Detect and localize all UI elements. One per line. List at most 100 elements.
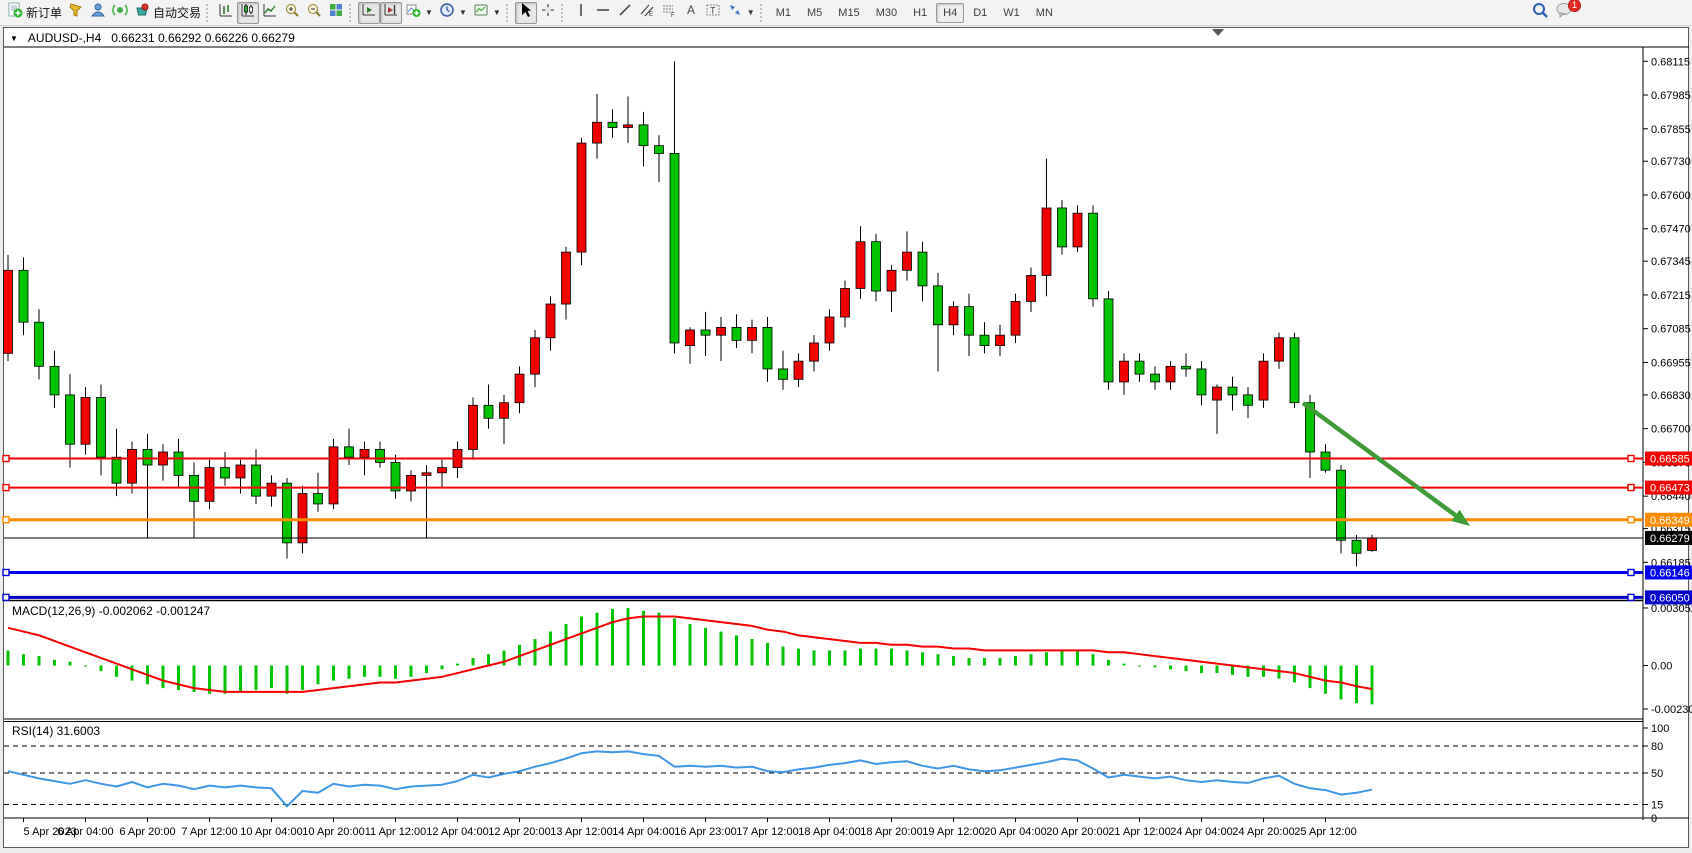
auto-scroll-button[interactable] xyxy=(358,1,381,24)
macd-histogram-bar xyxy=(1138,665,1141,667)
search-icon xyxy=(1531,1,1549,24)
macd-histogram-bar xyxy=(657,612,661,666)
cursor-button[interactable] xyxy=(514,1,537,24)
timeframe-button-m30[interactable]: M30 xyxy=(875,6,898,19)
bar-chart-button[interactable] xyxy=(215,2,237,24)
trend-arrow[interactable] xyxy=(1301,401,1457,518)
navigator-button[interactable] xyxy=(87,2,109,24)
text-button[interactable]: A xyxy=(680,2,702,24)
timeframe-button-h1[interactable]: H1 xyxy=(913,6,928,19)
timeframe-button-m5[interactable]: M5 xyxy=(807,6,823,19)
timeframe-button-w1[interactable]: W1 xyxy=(1003,6,1020,19)
zoom-in-button[interactable] xyxy=(281,2,303,24)
time-tick-label: 25 Apr 12:00 xyxy=(1294,826,1356,838)
price-line-handle[interactable] xyxy=(2,516,10,524)
candle-body xyxy=(948,306,959,326)
toolbar: 新订单 自动交易 xyxy=(0,0,1692,26)
macd-histogram-bar xyxy=(859,648,862,666)
price-line-handle[interactable] xyxy=(2,454,10,463)
periods-button[interactable]: ▼ xyxy=(436,2,470,24)
candle-body xyxy=(638,124,649,147)
candle-body xyxy=(437,467,447,474)
timeframe-button-mn[interactable]: MN xyxy=(1035,6,1053,19)
line-chart-button[interactable] xyxy=(259,2,281,24)
candle-body xyxy=(623,124,633,128)
price-line-handle[interactable] xyxy=(1627,516,1635,524)
price-line-handle[interactable] xyxy=(2,568,10,577)
candle-body xyxy=(1072,212,1083,248)
chart-shift-marker[interactable] xyxy=(1212,29,1224,36)
macd-histogram-bar xyxy=(99,665,103,672)
price-line-handle[interactable] xyxy=(2,483,10,492)
rsi-tick-label: 15 xyxy=(1651,800,1663,812)
price-tick-label: 0.66700 xyxy=(1651,424,1691,436)
templates-button[interactable]: ▼ xyxy=(470,2,504,24)
signals-button[interactable] xyxy=(109,2,131,24)
candle-body xyxy=(1336,469,1346,541)
candle-body xyxy=(886,269,897,292)
candle-body xyxy=(49,365,60,396)
price-line-handle[interactable] xyxy=(2,593,10,602)
svg-text:E: E xyxy=(649,12,653,18)
macd-histogram-bar xyxy=(828,650,831,666)
candle-body xyxy=(530,337,540,375)
macd-histogram-bar xyxy=(1200,665,1203,674)
fibonacci-button[interactable]: F xyxy=(658,2,680,24)
price-tick-label: 0.67985 xyxy=(1651,90,1691,102)
candle-body xyxy=(3,269,13,354)
horizontal-line-button[interactable] xyxy=(592,2,614,24)
timeframe-button-d1[interactable]: D1 xyxy=(973,6,988,19)
cursor-icon xyxy=(518,2,534,23)
macd-histogram-bar xyxy=(316,665,320,685)
search-button[interactable] xyxy=(1528,2,1552,24)
candle-body xyxy=(871,241,881,292)
macd-histogram-bar xyxy=(1122,663,1126,666)
trend-arrow-head[interactable] xyxy=(1451,509,1470,526)
vertical-line-icon xyxy=(574,2,588,23)
timeframe-button-m15[interactable]: M15 xyxy=(838,6,860,19)
price-line-label: 0.66279 xyxy=(1650,533,1690,545)
candle-body xyxy=(669,153,680,344)
price-line-handle[interactable] xyxy=(1627,568,1635,577)
macd-histogram-bar xyxy=(642,610,645,666)
candle-body xyxy=(390,461,401,492)
time-tick-label: 18 Apr 20:00 xyxy=(860,826,922,838)
price-line-handle[interactable] xyxy=(1627,483,1635,492)
time-tick-label: 12 Apr 20:00 xyxy=(488,826,550,838)
notifications-button[interactable]: 1 xyxy=(1552,0,1581,24)
crosshair-button[interactable] xyxy=(537,2,559,24)
candle-body xyxy=(499,402,509,419)
macd-histogram-bar xyxy=(192,665,196,692)
collapse-triangle-icon[interactable]: ▼ xyxy=(10,33,18,43)
price-line-handle[interactable] xyxy=(1627,454,1635,463)
chart-shift-button[interactable] xyxy=(380,1,403,24)
auto-trading-button[interactable]: 自动交易 xyxy=(131,2,204,24)
candle-body xyxy=(204,467,215,502)
price-line-handle[interactable] xyxy=(1627,593,1635,602)
trendline-button[interactable] xyxy=(614,2,636,24)
market-watch-button[interactable] xyxy=(65,2,87,24)
text-label-button[interactable]: T xyxy=(702,2,724,24)
zoom-out-button[interactable] xyxy=(303,2,325,24)
time-tick-label: 20 Apr 04:00 xyxy=(984,826,1046,838)
rsi-tick-label: 100 xyxy=(1651,723,1669,735)
vertical-line-button[interactable] xyxy=(570,2,592,24)
timeframe-button-m1[interactable]: M1 xyxy=(775,6,791,19)
indicators-button[interactable]: ▼ xyxy=(402,2,436,24)
chevron-down-icon: ▼ xyxy=(492,8,501,17)
arrows-button[interactable]: ▼ xyxy=(724,2,758,24)
toolbar-grip xyxy=(560,3,566,22)
candlestick-chart-button[interactable] xyxy=(237,1,260,24)
macd-histogram-bar xyxy=(394,665,397,679)
toolbar-grip xyxy=(349,3,354,22)
candle-body xyxy=(111,456,122,484)
macd-histogram-bar xyxy=(1091,654,1095,666)
new-order-button[interactable]: 新订单 xyxy=(4,2,65,24)
tile-windows-button[interactable] xyxy=(325,2,347,24)
timeframe-button-h4[interactable]: H4 xyxy=(936,2,965,23)
macd-histogram-bar xyxy=(1215,665,1219,674)
candle-body xyxy=(282,482,292,544)
equidistant-channel-button[interactable]: E xyxy=(636,2,658,24)
macd-histogram-bar xyxy=(502,650,506,666)
macd-histogram-bar xyxy=(936,654,940,666)
